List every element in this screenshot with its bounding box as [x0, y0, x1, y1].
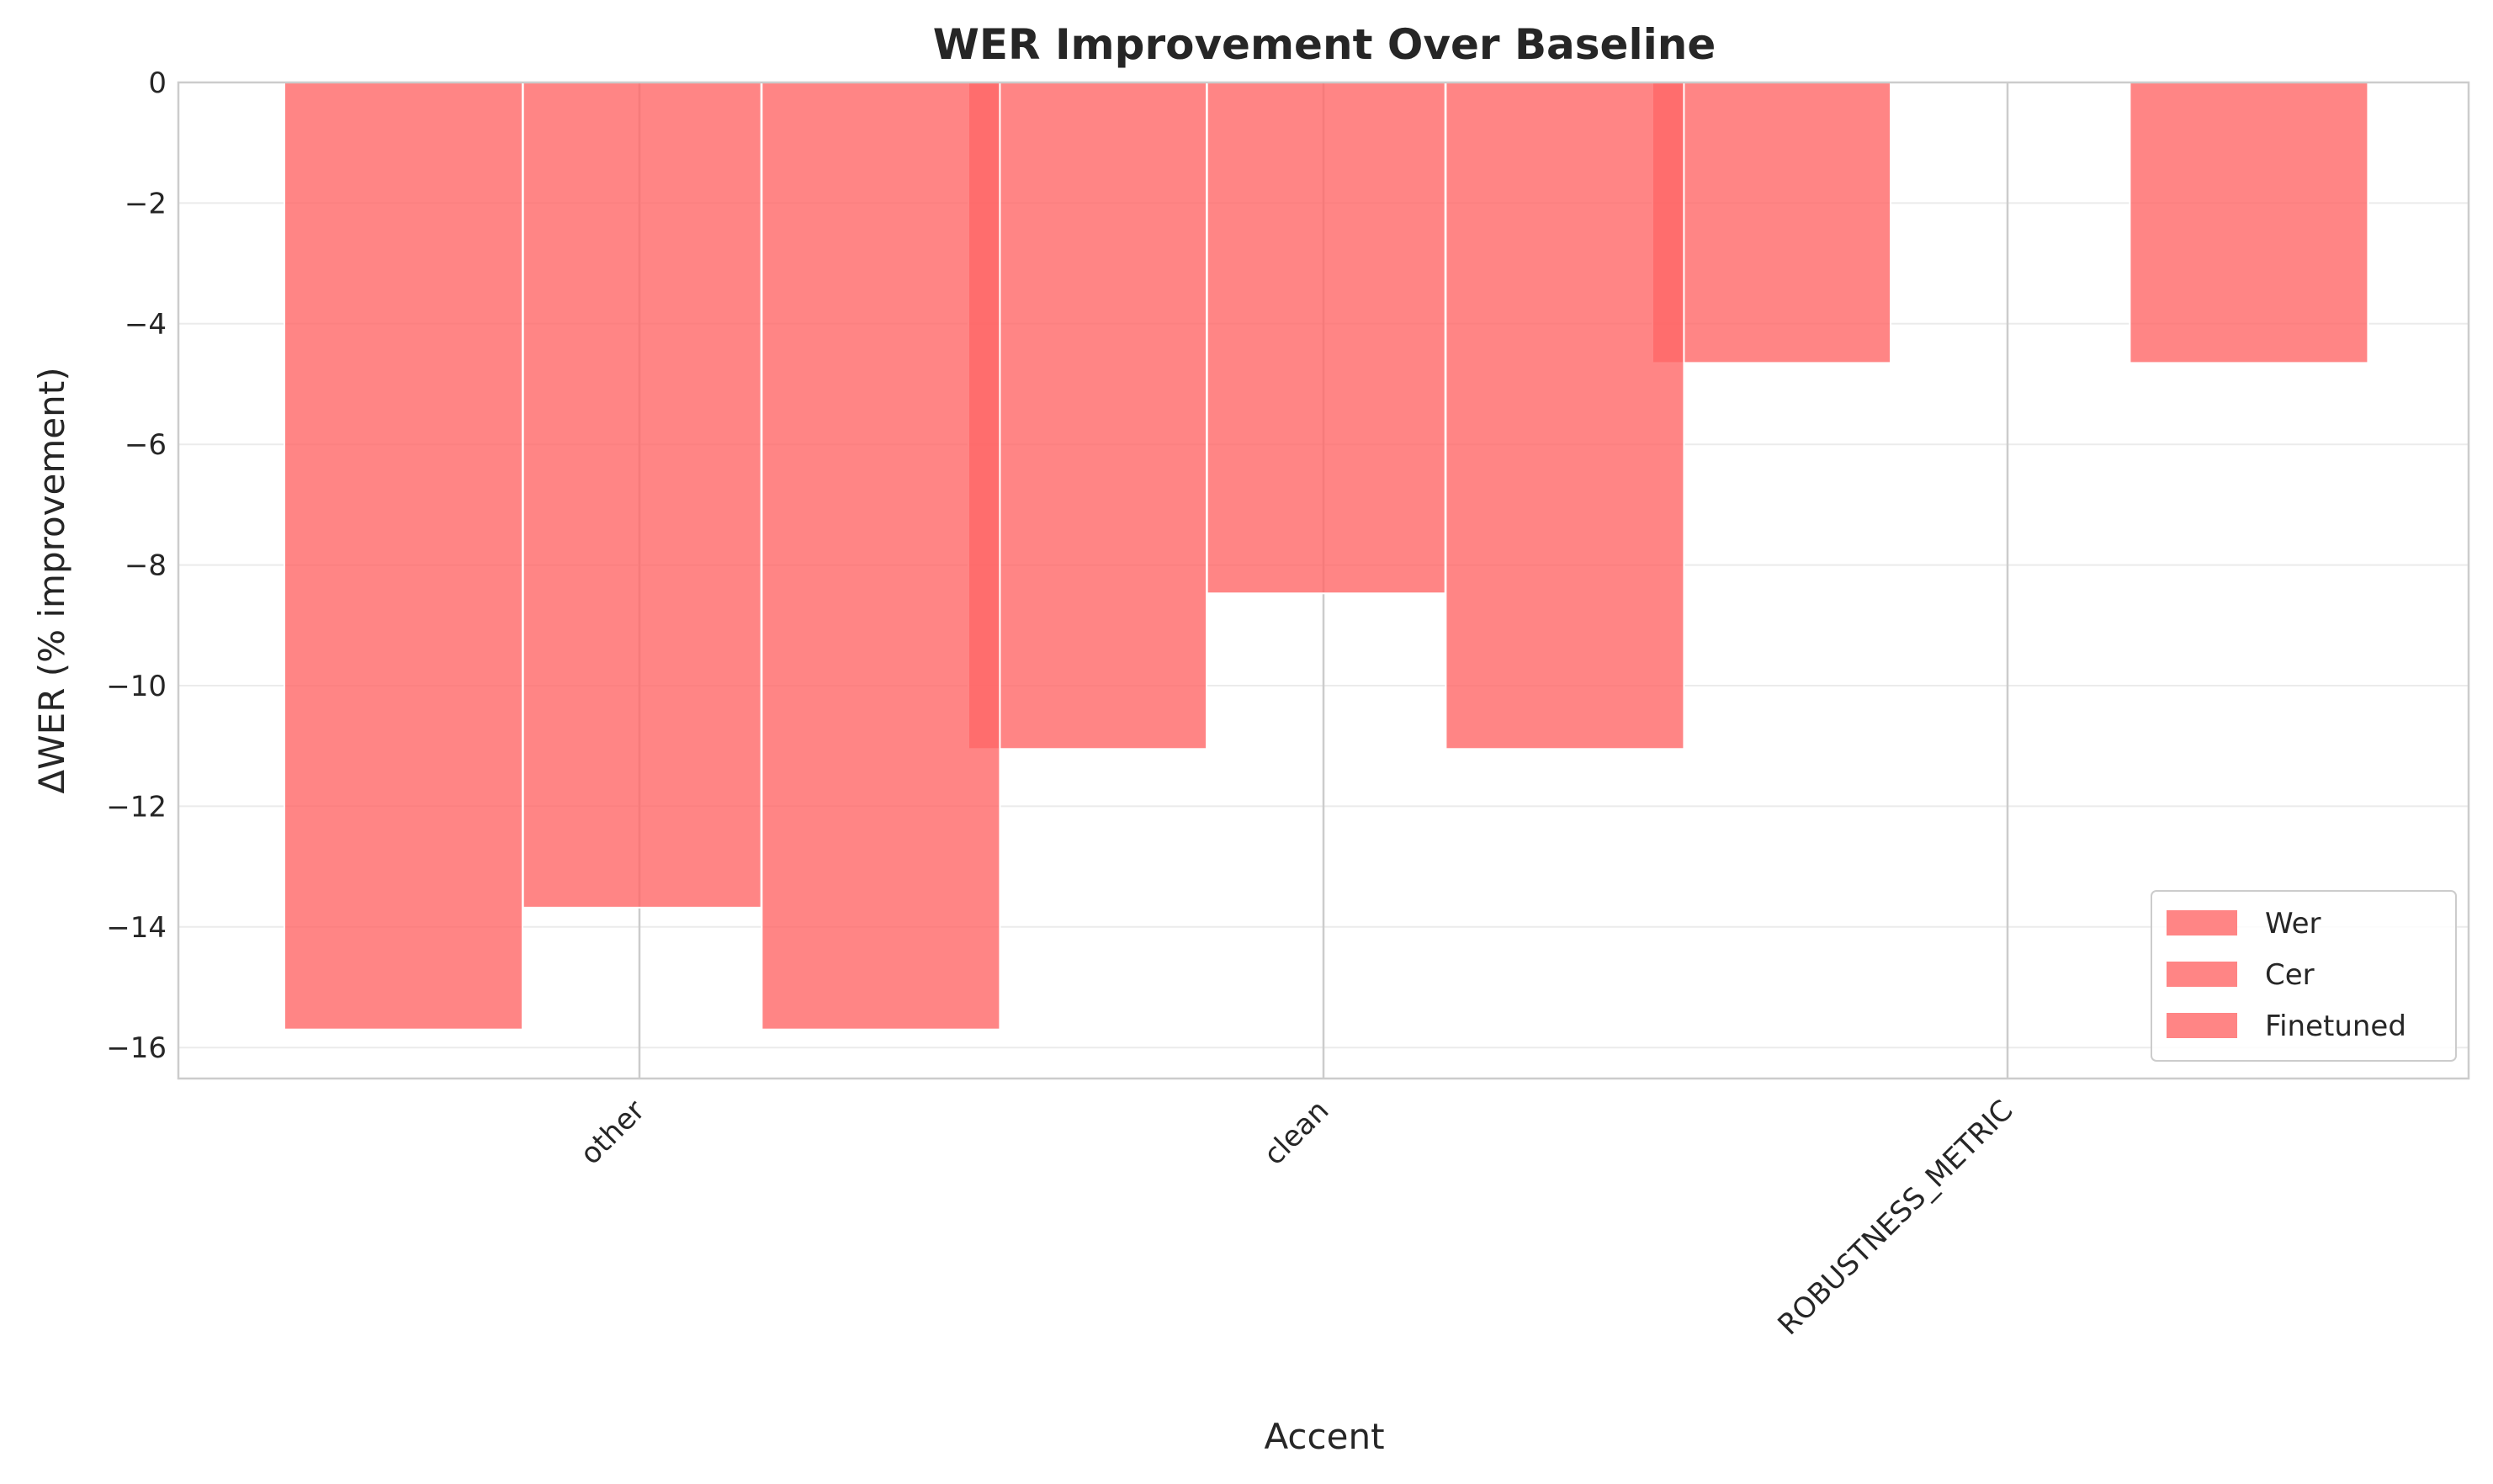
legend: Wer Cer Finetuned	[2151, 890, 2457, 1062]
legend-swatch-cer	[2167, 962, 2237, 987]
y-tick-label: −8	[125, 549, 167, 583]
y-tick-labels: 0 −2 −4 −6 −8 −10 −12 −14 −16	[106, 66, 167, 1065]
bar-wer-other	[284, 82, 523, 1031]
legend-entry-wer: Wer	[2167, 907, 2321, 941]
y-tick-label: −4	[125, 308, 167, 342]
bar-finetuned-other	[761, 82, 1001, 1031]
bar-cer-other	[522, 82, 762, 909]
legend-swatch-finetuned	[2167, 1013, 2237, 1038]
bar-finetuned-robustness-metric	[2129, 82, 2369, 364]
legend-swatch-wer	[2167, 910, 2237, 935]
bar-cer-clean	[1206, 82, 1446, 595]
y-tick-label: −10	[106, 670, 167, 703]
y-tick-label: −6	[125, 428, 167, 462]
y-tick-label: −16	[106, 1031, 167, 1065]
y-tick-label: 0	[148, 66, 167, 100]
plot-frame	[177, 81, 2470, 1080]
bar-finetuned-clean	[1445, 82, 1685, 750]
y-tick-label: −12	[106, 790, 167, 824]
bar-wer-robustness-metric	[1652, 82, 1891, 364]
legend-label-cer: Cer	[2265, 958, 2315, 992]
chart-title: WER Improvement Over Baseline	[933, 20, 1716, 69]
y-tick-label: −14	[106, 911, 167, 945]
legend-entry-cer: Cer	[2167, 958, 2315, 992]
bars	[284, 82, 2369, 1031]
plot-area	[177, 81, 2470, 1080]
y-axis-label: ΔWER (% improvement)	[31, 367, 72, 793]
legend-entry-finetuned: Finetuned	[2167, 1010, 2406, 1043]
legend-label-finetuned: Finetuned	[2265, 1010, 2406, 1043]
y-tick-label: −2	[125, 187, 167, 220]
bar-wer-clean	[968, 82, 1207, 750]
legend-label-wer: Wer	[2265, 907, 2321, 941]
x-axis-label: Accent	[1264, 1416, 1384, 1457]
